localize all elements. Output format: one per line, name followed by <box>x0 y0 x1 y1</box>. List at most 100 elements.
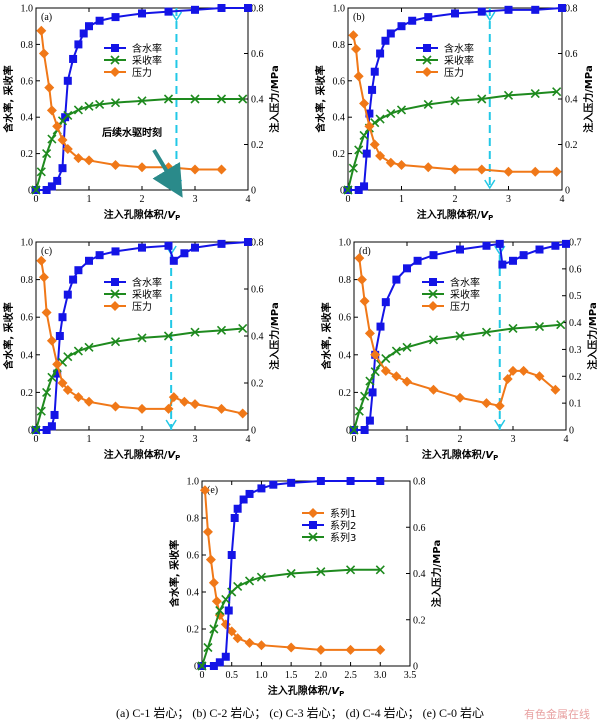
legend-label: 系列2 <box>330 519 356 532</box>
x-tick-label: 3.5 <box>404 670 417 681</box>
y-right-tick-label: 0.6 <box>565 49 578 60</box>
diamond-marker <box>370 349 381 360</box>
x-tick-label: 2.5 <box>344 670 357 681</box>
x-marker <box>286 568 296 579</box>
panel-label: (e) <box>207 485 218 496</box>
x-tick-label: 1.5 <box>285 670 298 681</box>
square-marker <box>381 36 390 45</box>
y-left-tick-label: 0.6 <box>21 313 34 324</box>
x-tick-label: 2.0 <box>315 670 328 681</box>
x-marker <box>481 327 492 337</box>
x-marker <box>508 323 518 334</box>
square-marker <box>191 243 199 252</box>
square-marker <box>519 251 528 260</box>
square-marker <box>79 29 88 38</box>
square-marker <box>376 322 385 331</box>
diamond-marker <box>375 150 386 161</box>
diamond-marker <box>286 642 297 653</box>
x-marker <box>221 594 231 604</box>
diamond-marker <box>62 144 73 155</box>
diamond-marker <box>137 162 147 173</box>
y-left-axis-label: 含水率, 采收率 <box>2 302 15 369</box>
y-right-tick-label: 0.8 <box>565 4 578 15</box>
y-left-tick-label: 0 <box>346 426 351 437</box>
diamond-marker <box>518 365 529 376</box>
y-right-tick-label: 0.6 <box>251 49 264 60</box>
x-tick-label: 3.0 <box>374 670 387 681</box>
square-marker <box>239 495 248 504</box>
y-left-tick-label: 0 <box>340 186 345 197</box>
diamond-marker <box>476 164 487 175</box>
x-marker <box>308 532 318 542</box>
square-marker <box>111 13 120 22</box>
square-marker <box>309 521 317 529</box>
square-marker <box>368 85 377 94</box>
x-marker <box>370 367 380 377</box>
x-marker <box>428 335 439 345</box>
y-right-tick-label: 0.8 <box>413 477 426 488</box>
diamond-marker <box>73 392 84 403</box>
square-marker <box>423 44 431 52</box>
y-right-tick-label: 0 <box>251 186 256 197</box>
x-marker <box>63 352 73 362</box>
diamond-marker <box>308 508 318 518</box>
diamond-marker <box>179 396 190 407</box>
y-left-tick-label: 0.4 <box>21 113 34 124</box>
x-marker <box>256 572 266 582</box>
diamond-marker <box>237 408 248 419</box>
y-right-axis-label: 注入压力/MPa <box>586 302 599 369</box>
x-marker <box>84 342 94 352</box>
diamond-marker <box>216 164 227 175</box>
legend-label: 采收率 <box>444 54 474 67</box>
diamond-marker <box>375 644 386 655</box>
y-right-tick-label: 0 <box>565 186 570 197</box>
diamond-marker <box>36 25 47 36</box>
x-axis-label-v: V <box>331 686 340 697</box>
x-tick-label: 1 <box>87 434 92 445</box>
y-left-axis-label: 含水率, 采收率 <box>2 65 15 132</box>
y-right-tick-label: 0.2 <box>251 379 264 390</box>
y-right-axis-label: 注入压力/MPa <box>430 540 443 607</box>
chart-panel-c: 0 1 2 3 400.20.40.60.81.000.20.40.60.8注入孔隙体积… <box>2 238 281 463</box>
y-left-axis-label: 含水率, 采收率 <box>168 540 181 607</box>
square-marker <box>58 313 67 322</box>
x-marker <box>375 565 385 575</box>
y-left-tick-label: 0 <box>28 186 33 197</box>
y-right-axis-label: 注入压力/MPa <box>582 65 595 132</box>
square-marker <box>217 239 226 248</box>
x-marker <box>238 323 248 334</box>
square-marker <box>429 251 438 260</box>
x-marker <box>137 333 147 343</box>
annotation-text: 后续水驱时刻 <box>102 126 162 139</box>
panel-label: (b) <box>353 12 365 23</box>
y-right-tick-label: 0.2 <box>413 615 426 626</box>
diamond-marker <box>62 385 73 396</box>
diamond-marker <box>422 67 432 77</box>
x-marker <box>354 145 364 155</box>
x-tick-label: 4 <box>564 434 569 445</box>
x-tick-label: 4 <box>246 434 251 445</box>
x-tick-label: 3 <box>511 434 516 445</box>
y-left-tick-label: 0.6 <box>339 313 352 324</box>
x-marker <box>238 94 248 104</box>
diamond-marker <box>208 577 219 588</box>
square-marker <box>346 477 355 485</box>
square-marker <box>558 4 566 12</box>
square-marker <box>164 241 173 250</box>
x-tick-label: 1.0 <box>255 670 268 681</box>
x-axis-label: 注入孔隙体积/VP <box>422 448 499 462</box>
x-marker <box>137 96 147 106</box>
x-tick-label: 3 <box>193 194 198 205</box>
square-marker <box>209 662 218 670</box>
square-marker <box>227 551 236 559</box>
x-marker <box>556 320 566 330</box>
series-line-含水率 <box>348 7 563 191</box>
x-marker <box>360 391 370 401</box>
y-left-tick-label: 0.8 <box>339 275 352 286</box>
square-marker <box>69 54 78 63</box>
marker-arrow-bottom <box>494 419 506 430</box>
x-tick-label: 2 <box>140 194 145 205</box>
y-right-tick-label: 0 <box>413 662 418 673</box>
legend-label: 含水率 <box>450 276 480 289</box>
square-marker <box>362 149 371 158</box>
